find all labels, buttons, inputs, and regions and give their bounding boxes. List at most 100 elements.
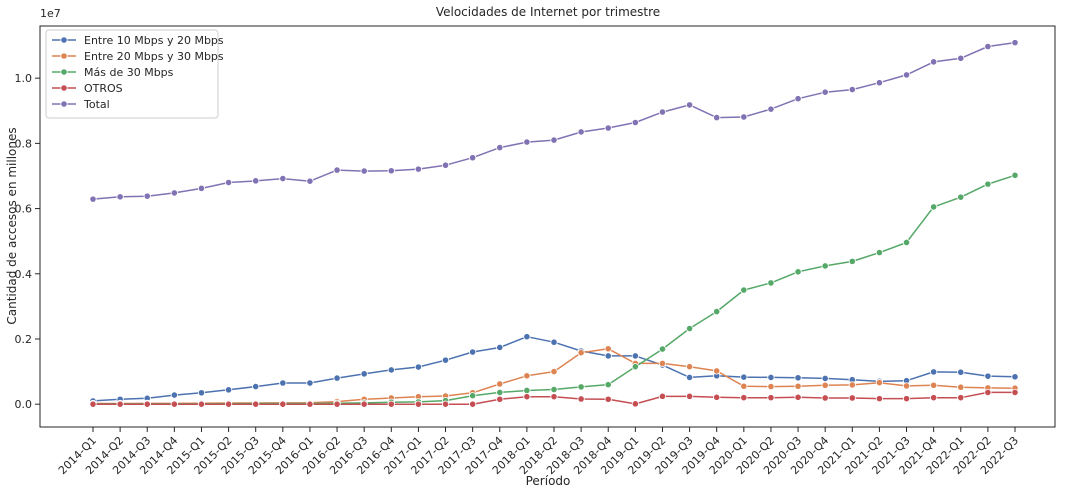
- legend-item: Más de 30 Mbps: [52, 66, 174, 79]
- data-point: [794, 268, 802, 276]
- data-point: [604, 395, 612, 403]
- data-point: [469, 348, 477, 356]
- data-point: [848, 381, 856, 389]
- data-point: [550, 393, 558, 401]
- legend-marker: [60, 100, 68, 108]
- data-point: [685, 373, 694, 382]
- y-tick-label: 0.0: [15, 398, 33, 411]
- data-point: [875, 395, 884, 403]
- data-point: [957, 368, 965, 376]
- data-point: [523, 393, 531, 401]
- data-point: [930, 381, 938, 389]
- data-point: [441, 400, 450, 408]
- legend-label: Entre 10 Mbps y 20 Mbps: [84, 34, 224, 47]
- data-point: [658, 345, 667, 353]
- data-point: [441, 161, 450, 169]
- data-point: [469, 392, 477, 400]
- data-point: [252, 382, 260, 391]
- data-point: [550, 136, 558, 144]
- data-point: [740, 286, 748, 294]
- data-point: [713, 367, 721, 375]
- data-point: [740, 382, 748, 390]
- data-point: [821, 374, 829, 383]
- data-point: [414, 165, 423, 173]
- data-point: [550, 338, 558, 346]
- data-point: [685, 363, 694, 371]
- data-point: [550, 385, 558, 394]
- y-axis: 0.0 0.2 0.4 0.6 0.8 1.0: [15, 72, 40, 411]
- data-point: [577, 383, 585, 391]
- data-point: [414, 400, 423, 408]
- legend-box: [45, 29, 219, 119]
- y-tick-label: 0.6: [15, 203, 33, 216]
- data-point: [197, 400, 206, 408]
- data-point: [523, 138, 531, 146]
- data-point: [1011, 39, 1019, 47]
- series-line: [92, 41, 1016, 200]
- data-point: [930, 203, 938, 211]
- y-offset-label: 1e7: [40, 7, 61, 20]
- data-point: [143, 400, 151, 408]
- data-point: [740, 113, 748, 121]
- data-point: [496, 144, 504, 152]
- data-point: [794, 95, 802, 103]
- data-point: [984, 180, 992, 188]
- data-point: [685, 101, 694, 109]
- data-point: [387, 366, 395, 374]
- data-point: [631, 400, 639, 408]
- plot-frame: [39, 25, 1056, 428]
- data-point: [523, 333, 531, 341]
- data-point: [685, 392, 694, 400]
- data-point: [875, 79, 884, 87]
- data-point: [930, 368, 938, 376]
- data-point: [116, 193, 124, 201]
- data-point: [658, 359, 667, 368]
- data-point: [902, 395, 911, 403]
- series-layer: [89, 39, 1019, 408]
- legend-marker: [60, 36, 68, 44]
- data-point: [170, 391, 178, 399]
- data-point: [875, 379, 884, 387]
- data-point: [1011, 388, 1019, 397]
- y-tick-label: 1.0: [15, 72, 33, 85]
- y-tick-label: 0.8: [15, 137, 33, 150]
- series-group: [89, 388, 1019, 408]
- data-point: [414, 363, 423, 371]
- data-point: [360, 167, 368, 175]
- data-point: [658, 108, 667, 116]
- data-point: [577, 128, 585, 136]
- data-point: [170, 400, 178, 408]
- legend-label: OTROS: [84, 82, 123, 95]
- data-point: [848, 394, 856, 402]
- data-point: [957, 394, 965, 402]
- data-point: [333, 166, 341, 174]
- data-point: [957, 383, 965, 391]
- data-point: [252, 177, 260, 185]
- data-point: [387, 400, 395, 408]
- data-point: [197, 389, 206, 397]
- data-point: [116, 400, 124, 408]
- legend-item: Total: [52, 98, 110, 111]
- data-point: [224, 386, 233, 394]
- y-tick-label: 0.2: [15, 333, 33, 346]
- data-point: [984, 372, 992, 380]
- data-point: [143, 192, 151, 200]
- x-axis: 2014-Q12014-Q22014-Q32014-Q42015-Q12015-…: [56, 427, 1021, 477]
- data-point: [713, 114, 721, 122]
- data-point: [496, 395, 504, 403]
- data-point: [496, 388, 504, 397]
- data-point: [984, 388, 992, 397]
- data-point: [740, 373, 748, 381]
- data-point: [387, 167, 395, 175]
- data-point: [767, 279, 775, 287]
- y-tick-label: 0.4: [15, 268, 33, 281]
- data-point: [848, 257, 856, 265]
- data-point: [360, 370, 368, 378]
- legend: Entre 10 Mbps y 20 Mbps Entre 20 Mbps y 3…: [45, 29, 224, 119]
- data-point: [224, 400, 233, 408]
- data-point: [821, 88, 829, 96]
- data-point: [821, 381, 829, 389]
- data-point: [333, 400, 341, 408]
- data-point: [794, 374, 802, 382]
